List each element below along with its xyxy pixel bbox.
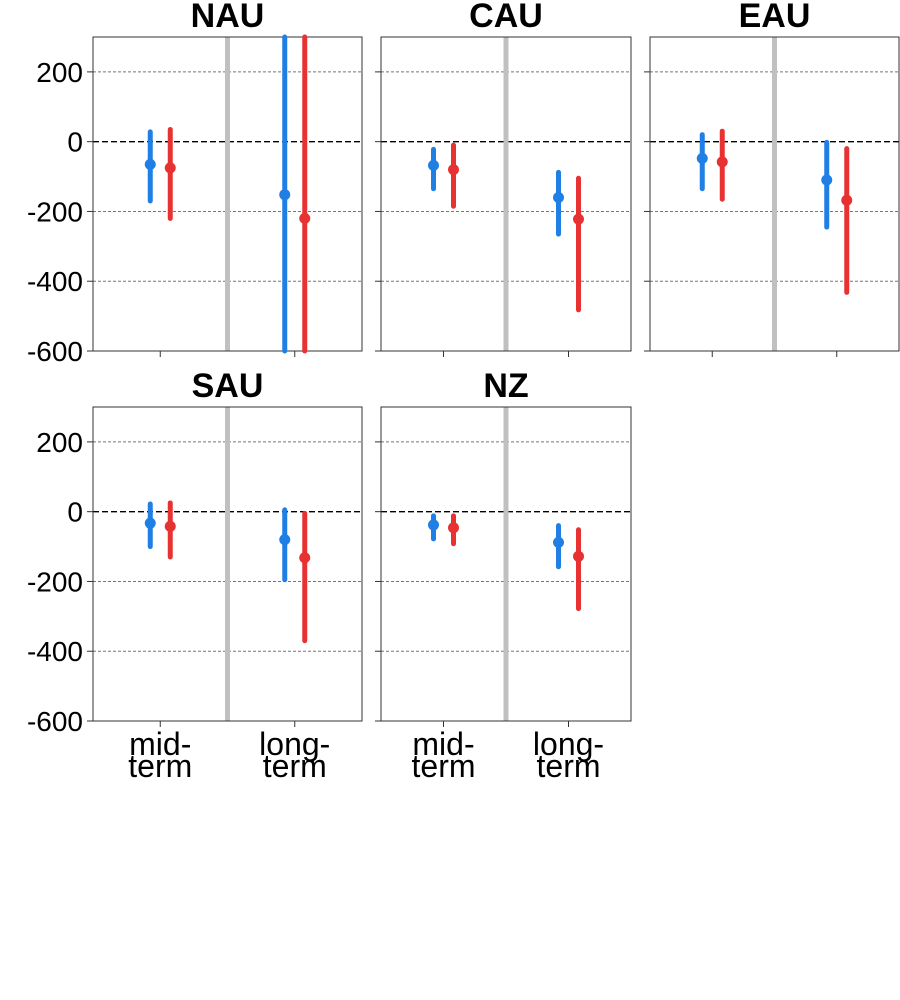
y-tick-label: -600 (27, 706, 83, 737)
x-category-label: term (537, 748, 601, 784)
point-series-2 (573, 550, 584, 562)
point-series-1 (279, 189, 291, 201)
point-series-1 (144, 158, 156, 170)
x-category-label: term (128, 748, 192, 784)
y-tick-label: -200 (27, 566, 83, 597)
point-series-1 (279, 534, 291, 546)
point-series-1 (553, 536, 564, 548)
panel-border (649, 36, 900, 352)
y-tick-label: -400 (27, 266, 83, 297)
y-tick-label: 0 (67, 497, 83, 528)
point-series-1 (553, 191, 564, 203)
y-tick-label: 0 (67, 127, 83, 158)
panel-eau: EAU (644, 0, 900, 357)
point-series-2 (448, 164, 459, 176)
point-series-1 (821, 174, 833, 186)
x-category-label: long- (533, 726, 604, 762)
point-series-2 (299, 212, 311, 224)
panel-title: NZ (483, 367, 528, 405)
x-category-label: term (412, 748, 476, 784)
y-tick-label: -400 (27, 636, 83, 667)
point-series-1 (696, 152, 708, 164)
panel-title: CAU (469, 0, 543, 35)
panel-border (380, 406, 632, 722)
x-category-label: long- (259, 726, 330, 762)
panel-border (380, 36, 632, 352)
y-tick-label: -600 (27, 336, 83, 367)
point-series-2 (164, 162, 176, 174)
point-series-1 (428, 159, 439, 171)
point-series-2 (299, 552, 311, 564)
point-series-2 (841, 194, 853, 206)
point-series-1 (144, 517, 156, 529)
panel-title: SAU (192, 367, 264, 405)
x-category-label: mid- (129, 726, 191, 762)
point-series-2 (164, 520, 176, 532)
panel-border (92, 406, 363, 722)
point-series-1 (428, 519, 439, 531)
panel-nau: NAU 200 0 -200 -400 -600 (27, 0, 363, 367)
y-tick-label: 200 (36, 427, 83, 458)
panel-title: NAU (191, 0, 265, 35)
point-series-2 (716, 156, 728, 168)
point-series-2 (573, 213, 584, 225)
x-category-label: term (263, 748, 327, 784)
y-tick-label: 200 (36, 57, 83, 88)
y-tick-label: -200 (27, 196, 83, 227)
point-series-2 (448, 522, 459, 534)
x-category-label: mid- (412, 726, 474, 762)
panel-cau: CAU (375, 0, 632, 357)
panel-border (92, 36, 363, 352)
panel-title: EAU (739, 0, 811, 35)
